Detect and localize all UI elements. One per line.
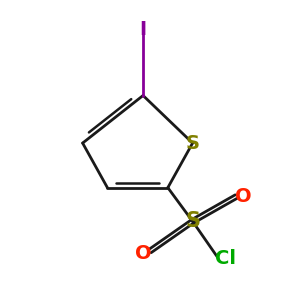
Text: O: O: [235, 187, 251, 206]
Text: O: O: [135, 244, 152, 262]
Text: Cl: Cl: [215, 250, 236, 268]
Text: S: S: [185, 211, 200, 231]
Text: S: S: [186, 134, 200, 153]
Text: I: I: [140, 20, 147, 39]
